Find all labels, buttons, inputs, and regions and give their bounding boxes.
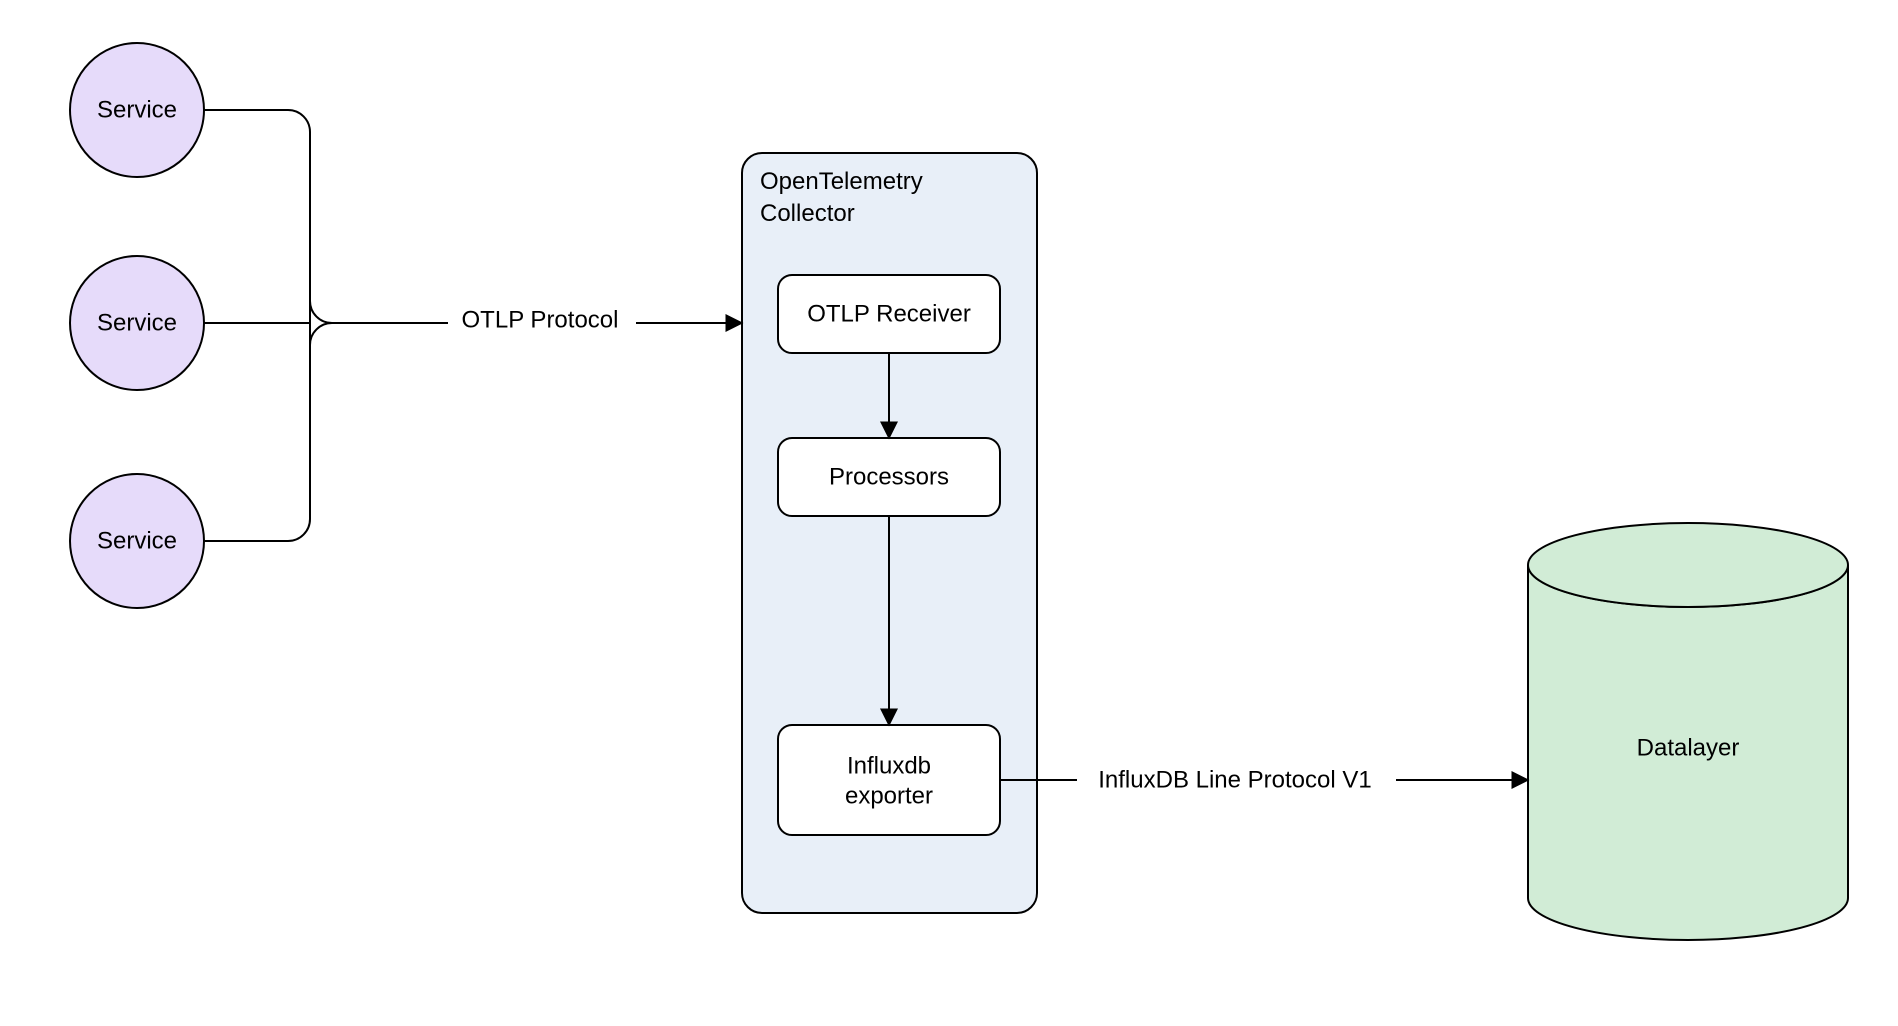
edge-service-2 <box>204 519 310 541</box>
edge-label-otlp: OTLP Protocol <box>462 307 619 334</box>
service-node-1: Service <box>70 256 204 390</box>
collector-title-2: Collector <box>760 200 855 227</box>
service-label: Service <box>97 310 177 337</box>
processors-box: Processors <box>778 438 1000 516</box>
otlp-receiver-label: OTLP Receiver <box>807 301 971 328</box>
collector-title-1: OpenTelemetry <box>760 168 923 195</box>
edge-service-0 <box>204 110 310 132</box>
exporter-label-2: exporter <box>845 783 933 810</box>
otlp-receiver-box: OTLP Receiver <box>778 275 1000 353</box>
exporter-label-1: Influxdb <box>847 753 931 780</box>
edge-label-influx: InfluxDB Line Protocol V1 <box>1098 767 1371 794</box>
influx-exporter-box: Influxdb exporter <box>778 725 1000 835</box>
processors-label: Processors <box>829 464 949 491</box>
service-label: Service <box>97 528 177 555</box>
service-label: Service <box>97 97 177 124</box>
edge-bus-tip <box>310 301 332 345</box>
service-node-2: Service <box>70 474 204 608</box>
datalayer-label: Datalayer <box>1637 735 1740 762</box>
service-node-0: Service <box>70 43 204 177</box>
datalayer-cylinder: Datalayer <box>1528 523 1848 940</box>
